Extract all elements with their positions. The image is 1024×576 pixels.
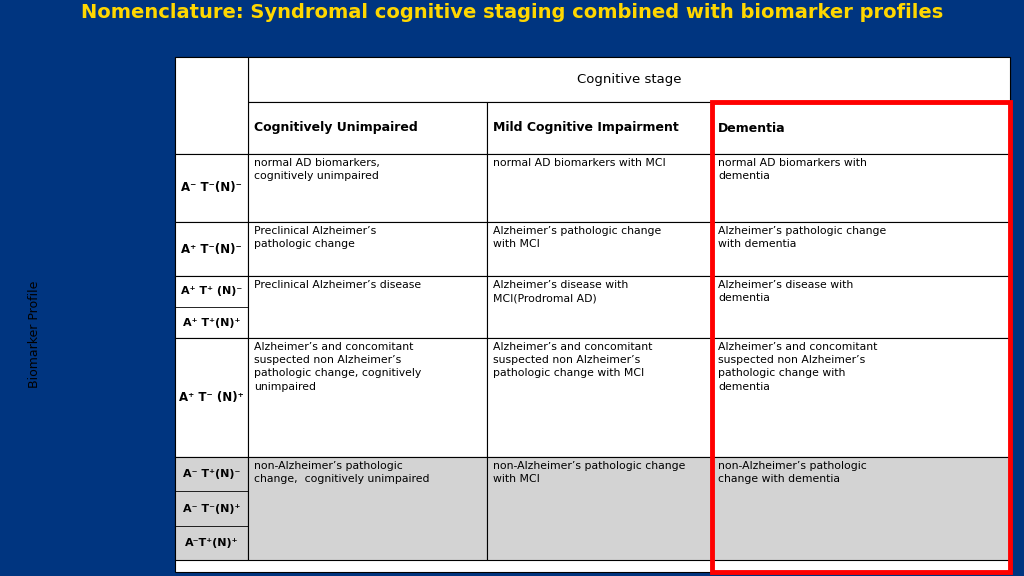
- Bar: [175, 57, 248, 154]
- Bar: [248, 276, 487, 338]
- Text: Alzheimer’s and concomitant
suspected non Alzheimer’s
pathologic change, cogniti: Alzheimer’s and concomitant suspected no…: [254, 342, 421, 392]
- Text: non-Alzheimer’s pathologic
change with dementia: non-Alzheimer’s pathologic change with d…: [718, 461, 866, 484]
- Text: Alzheimer’s and concomitant
suspected non Alzheimer’s
pathologic change with MCI: Alzheimer’s and concomitant suspected no…: [493, 342, 652, 378]
- Text: A⁺ T⁻(N)⁻: A⁺ T⁻(N)⁻: [181, 242, 242, 256]
- Text: Alzheimer’s pathologic change
with dementia: Alzheimer’s pathologic change with demen…: [718, 226, 886, 249]
- Bar: [248, 222, 487, 276]
- Text: Cognitive stage: Cognitive stage: [577, 73, 681, 86]
- Bar: [487, 276, 712, 338]
- Text: Alzheimer’s and concomitant
suspected non Alzheimer’s
pathologic change with
dem: Alzheimer’s and concomitant suspected no…: [718, 342, 878, 392]
- Bar: [487, 338, 712, 457]
- Text: normal AD biomarkers,
cognitively unimpaired: normal AD biomarkers, cognitively unimpa…: [254, 158, 380, 181]
- Text: non-Alzheimer’s pathologic
change,  cognitively unimpaired: non-Alzheimer’s pathologic change, cogni…: [254, 461, 429, 484]
- Text: A⁺ T⁻ (N)⁺: A⁺ T⁻ (N)⁺: [179, 391, 244, 404]
- Text: Preclinical Alzheimer’s disease: Preclinical Alzheimer’s disease: [254, 280, 421, 290]
- Bar: [175, 57, 1010, 572]
- Text: Cognitively Unimpaired: Cognitively Unimpaired: [254, 122, 418, 135]
- Bar: [487, 102, 712, 154]
- Bar: [712, 102, 1010, 154]
- Bar: [248, 57, 1010, 102]
- Text: Biomarker Profile: Biomarker Profile: [29, 281, 42, 388]
- Text: Dementia: Dementia: [718, 122, 785, 135]
- Text: normal AD biomarkers with MCI: normal AD biomarkers with MCI: [493, 158, 666, 168]
- Text: A⁻ T⁻(N)⁻: A⁻ T⁻(N)⁻: [181, 181, 242, 195]
- Bar: [248, 102, 487, 154]
- Bar: [175, 457, 248, 560]
- Text: Alzheimer’s disease with
MCI(Prodromal AD): Alzheimer’s disease with MCI(Prodromal A…: [493, 280, 629, 303]
- Bar: [175, 154, 248, 222]
- Text: A⁻ T⁻(N)⁺: A⁻ T⁻(N)⁺: [183, 503, 241, 513]
- Text: Preclinical Alzheimer’s
pathologic change: Preclinical Alzheimer’s pathologic chang…: [254, 226, 376, 249]
- Bar: [712, 154, 1010, 222]
- Bar: [175, 222, 248, 276]
- Text: A⁻T⁺(N)⁺: A⁻T⁺(N)⁺: [184, 538, 239, 548]
- Bar: [248, 154, 487, 222]
- Text: normal AD biomarkers with
dementia: normal AD biomarkers with dementia: [718, 158, 867, 181]
- Bar: [248, 457, 487, 560]
- Bar: [712, 222, 1010, 276]
- Bar: [712, 276, 1010, 338]
- Bar: [712, 457, 1010, 560]
- Bar: [712, 338, 1010, 457]
- Text: A⁻ T⁺(N)⁻: A⁻ T⁺(N)⁻: [183, 469, 241, 479]
- Text: Nomenclature: Syndromal cognitive staging combined with biomarker profiles: Nomenclature: Syndromal cognitive stagin…: [81, 3, 943, 22]
- Bar: [175, 338, 248, 457]
- Bar: [487, 154, 712, 222]
- Bar: [175, 276, 248, 338]
- Text: A⁺ T⁺(N)⁺: A⁺ T⁺(N)⁺: [183, 317, 241, 328]
- Bar: [712, 102, 1010, 572]
- Text: non-Alzheimer’s pathologic change
with MCI: non-Alzheimer’s pathologic change with M…: [493, 461, 685, 484]
- Bar: [487, 457, 712, 560]
- Bar: [248, 338, 487, 457]
- Text: Alzheimer’s pathologic change
with MCI: Alzheimer’s pathologic change with MCI: [493, 226, 662, 249]
- Text: Alzheimer’s disease with
dementia: Alzheimer’s disease with dementia: [718, 280, 853, 303]
- Text: A⁺ T⁺ (N)⁻: A⁺ T⁺ (N)⁻: [181, 286, 242, 297]
- Bar: [487, 222, 712, 276]
- Text: Mild Cognitive Impairment: Mild Cognitive Impairment: [493, 122, 679, 135]
